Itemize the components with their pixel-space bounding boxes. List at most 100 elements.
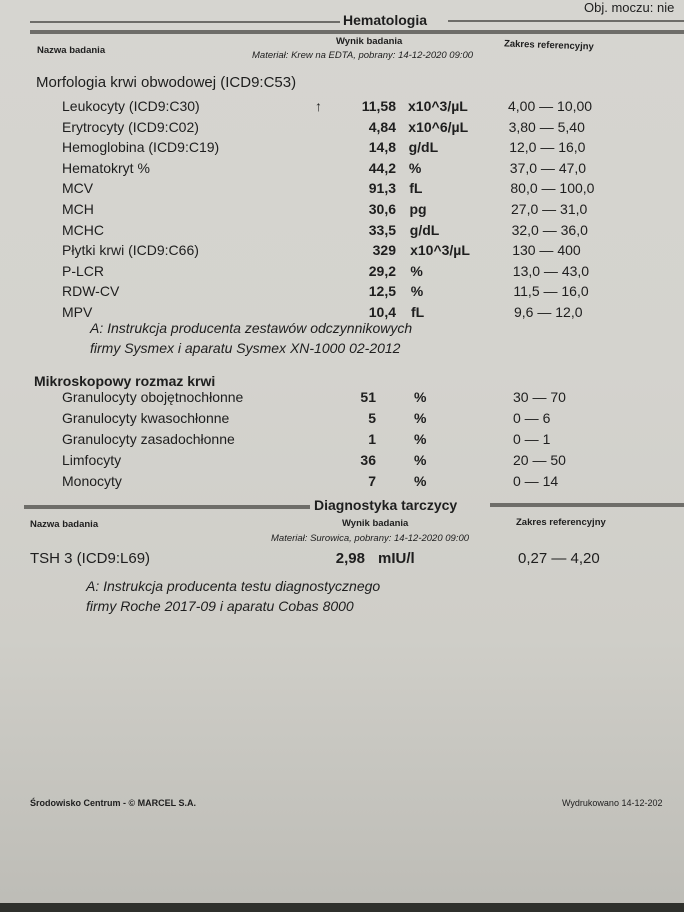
test-value: 36 <box>360 452 376 468</box>
test-unit: pg <box>409 201 427 217</box>
test-ref: 0 — 14 <box>513 473 559 489</box>
test-value: 12,5 <box>368 283 396 300</box>
test-ref: 37,0 — 47,0 <box>509 159 587 176</box>
test-name: Hematokryt % <box>62 159 150 176</box>
test-value: 1 <box>368 431 376 447</box>
test-name: MCV <box>62 180 94 197</box>
method-note: firmy Roche 2017-09 i aparatu Cobas 8000 <box>86 598 354 614</box>
material-info: Materiał: Surowica, pobrany: 14-12-2020 … <box>271 533 470 544</box>
test-ref: 0,27 — 4,20 <box>518 550 600 567</box>
test-ref: 11,5 — 16,0 <box>513 283 589 300</box>
test-name: MCH <box>62 201 94 217</box>
test-value: 2,98 <box>335 550 365 567</box>
test-name: TSH 3 (ICD9:L69) <box>30 550 151 567</box>
urine-volume-label: Obj. moczu: nie <box>584 0 675 15</box>
table-row: Hemoglobina (ICD9:C19) 14,8 g/dL 12,0 — 16,… <box>0 139 684 159</box>
test-name: Leukocyty (ICD9:C30) <box>62 98 200 114</box>
test-unit: % <box>414 389 427 405</box>
test-ref: 0 — 6 <box>513 410 551 426</box>
test-name: Granulocyty obojętnochłonne <box>62 389 244 405</box>
table-row: MCV 91,3 fL 80,0 — 100,0 <box>0 180 684 200</box>
micro-group-title: Mikroskopowy rozmaz krwi <box>34 373 216 389</box>
test-value: 91,3 <box>368 180 396 197</box>
test-name: Erytrocyty (ICD9:C02) <box>62 118 199 135</box>
table-row: MPV 10,4 fL 9,6 — 12,0 <box>0 304 684 324</box>
test-unit: % <box>408 159 422 176</box>
test-name: Hemoglobina (ICD9:C19) <box>62 139 220 156</box>
table-row: Granulocyty obojętnochłonne 51% 30 — 70 <box>0 389 684 409</box>
abnormal-flag-icon: ↑ <box>315 98 322 114</box>
test-ref: 12,0 — 16,0 <box>509 139 586 156</box>
test-unit: % <box>414 473 427 489</box>
test-ref: 0 — 1 <box>513 431 551 447</box>
table-row: MCHC 33,5 g/dL 32,0 — 36,0 <box>0 222 684 242</box>
col-ref-header: Zakres referencyjny <box>516 517 606 528</box>
table-row: Leukocyty (ICD9:C30) ↑ 11,58 x10^3/µL 4,00 —… <box>0 98 684 118</box>
table-row: TSH 3 (ICD9:L69) 2,98 mIU/l 0,27 — 4,20 <box>0 550 684 570</box>
test-ref: 9,6 — 12,0 <box>514 304 583 320</box>
test-name: Granulocyty zasadochłonne <box>62 431 235 447</box>
test-name: RDW-CV <box>62 283 120 300</box>
table-row: Granulocyty kwasochłonne 5% 0 — 6 <box>0 410 684 430</box>
test-unit: x10^3/µL <box>410 242 470 259</box>
test-unit: % <box>414 452 427 468</box>
material-info: Materiał: Krew na EDTA, pobrany: 14-12-2… <box>252 50 474 61</box>
section-title-thyroid: Diagnostyka tarczycy <box>314 497 458 513</box>
test-name: Granulocyty kwasochłonne <box>62 410 230 426</box>
col-result-header: Wynik badania <box>342 518 409 529</box>
test-ref: 32,0 — 36,0 <box>511 221 588 238</box>
test-unit: g/dL <box>408 139 439 156</box>
test-unit: fL <box>411 304 425 320</box>
test-ref: 3,80 — 5,40 <box>508 118 585 135</box>
test-name: Monocyty <box>62 473 122 489</box>
test-unit: fL <box>409 180 423 197</box>
test-unit: % <box>414 431 427 447</box>
group-title: Morfologia krwi obwodowej (ICD9:C53) <box>36 74 297 91</box>
test-value: 14,8 <box>368 139 396 156</box>
footer-left: Środowisko Centrum - © MARCEL S.A. <box>30 798 196 808</box>
test-value: 4,84 <box>368 118 396 135</box>
divider <box>30 30 684 34</box>
test-value: 5 <box>368 410 376 426</box>
footer-right: Wydrukowano 14-12-202 <box>562 798 663 808</box>
test-name: Limfocyty <box>62 452 122 468</box>
test-unit: % <box>414 410 427 426</box>
test-value: 10,4 <box>368 304 396 320</box>
test-name: Płytki krwi (ICD9:C66) <box>62 242 199 259</box>
method-note: A: Instrukcja producenta testu diagnosty… <box>86 578 381 594</box>
test-name: P-LCR <box>62 262 105 279</box>
test-unit: mIU/l <box>378 550 415 567</box>
method-note: firmy Sysmex i aparatu Sysmex XN-1000 02… <box>90 340 401 356</box>
test-value: 11,58 <box>361 98 396 114</box>
table-row: Monocyty 7% 0 — 14 <box>0 473 684 493</box>
test-unit: g/dL <box>409 221 440 238</box>
col-name-header: Nazwa badania <box>30 519 99 530</box>
test-value: 44,2 <box>368 159 396 176</box>
test-ref: 20 — 50 <box>513 452 566 468</box>
test-unit: x10^6/µL <box>408 118 469 135</box>
test-ref: 80,0 — 100,0 <box>510 180 595 197</box>
table-row: Erytrocyty (ICD9:C02) 4,84 x10^6/µL 3,80 — … <box>0 119 684 139</box>
test-unit: % <box>410 262 423 279</box>
test-value: 329 <box>372 242 396 259</box>
section-title-hematology: Hematologia <box>343 12 428 28</box>
background-surface <box>0 903 684 912</box>
test-value: 7 <box>368 473 376 489</box>
test-value: 29,2 <box>368 262 396 279</box>
test-unit: x10^3/µL <box>408 98 468 114</box>
divider <box>490 503 684 507</box>
divider <box>30 21 340 23</box>
test-ref: 27,0 — 31,0 <box>511 201 588 217</box>
table-row: Limfocyty 36% 20 — 50 <box>0 452 684 472</box>
test-value: 30,6 <box>368 201 396 217</box>
table-row: RDW-CV 12,5% 11,5 — 16,0 <box>0 283 684 303</box>
test-name: MPV <box>62 304 93 320</box>
col-name-header: Nazwa badania <box>37 45 106 56</box>
table-row: MCH 30,6 pg 27,0 — 31,0 <box>0 201 684 221</box>
test-value: 51 <box>360 389 376 405</box>
table-row: Granulocyty zasadochłonne 1% 0 — 1 <box>0 431 684 451</box>
test-ref: 13,0 — 43,0 <box>512 262 590 279</box>
divider <box>24 505 310 509</box>
col-result-header: Wynik badania <box>336 36 403 47</box>
divider <box>448 20 684 22</box>
